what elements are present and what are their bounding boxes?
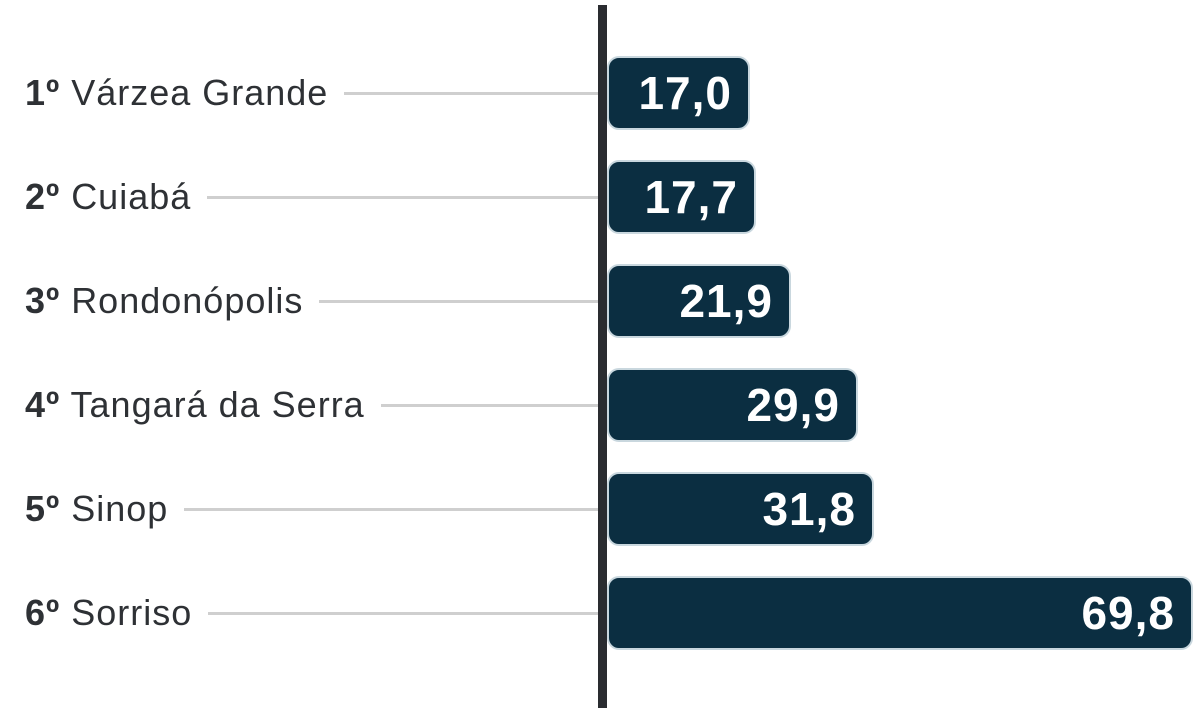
value-label: 31,8: [762, 483, 856, 535]
category-label-zone: 6º Sorriso: [0, 592, 598, 634]
city-name-label: Sinop: [71, 488, 169, 529]
chart-row: 6º Sorriso 69,8: [0, 561, 1200, 665]
connector-line: [184, 507, 598, 511]
connector-line: [319, 299, 598, 303]
bar: 17,0: [607, 56, 750, 130]
value-label: 69,8: [1081, 587, 1175, 639]
city-name-label: Várzea Grande: [71, 72, 329, 113]
connector-line: [380, 403, 598, 407]
city-name-label: Tangará da Serra: [70, 384, 365, 425]
value-label: 17,7: [644, 171, 738, 223]
city-name-label: Rondonópolis: [71, 280, 304, 321]
category-label-zone: 4º Tangará da Serra: [0, 384, 598, 426]
category-label: 3º Rondonópolis: [0, 280, 303, 322]
value-label: 21,9: [679, 275, 773, 327]
chart-row: 3º Rondonópolis 21,9: [0, 249, 1200, 353]
rank-label: 2º: [25, 176, 61, 217]
city-name-label: Cuiabá: [71, 176, 192, 217]
category-label: 6º Sorriso: [0, 592, 192, 634]
chart-row: 2º Cuiabá 17,7: [0, 145, 1200, 249]
value-label: 17,0: [638, 67, 732, 119]
connector-line: [207, 195, 598, 199]
bar: 69,8: [607, 576, 1193, 650]
category-label: 2º Cuiabá: [0, 176, 191, 218]
rank-label: 4º: [25, 384, 61, 425]
chart-row: 1º Várzea Grande 17,0: [0, 41, 1200, 145]
category-label: 4º Tangará da Serra: [0, 384, 365, 426]
chart-row: 4º Tangará da Serra 29,9: [0, 353, 1200, 457]
rank-label: 5º: [25, 488, 61, 529]
category-label: 5º Sinop: [0, 488, 168, 530]
category-label-zone: 5º Sinop: [0, 488, 598, 530]
rank-label: 6º: [25, 592, 61, 633]
rank-label: 1º: [25, 72, 61, 113]
chart-row: 5º Sinop 31,8: [0, 457, 1200, 561]
bar: 31,8: [607, 472, 874, 546]
bar: 17,7: [607, 160, 756, 234]
category-label-zone: 1º Várzea Grande: [0, 72, 598, 114]
rank-label: 3º: [25, 280, 61, 321]
bar: 29,9: [607, 368, 858, 442]
city-name-label: Sorriso: [71, 592, 193, 633]
value-label: 29,9: [746, 379, 840, 431]
connector-line: [344, 91, 598, 95]
bar: 21,9: [607, 264, 791, 338]
baseline-axis-line: [598, 5, 607, 708]
category-label-zone: 3º Rondonópolis: [0, 280, 598, 322]
connector-line: [208, 611, 598, 615]
category-label-zone: 2º Cuiabá: [0, 176, 598, 218]
category-label: 1º Várzea Grande: [0, 72, 328, 114]
